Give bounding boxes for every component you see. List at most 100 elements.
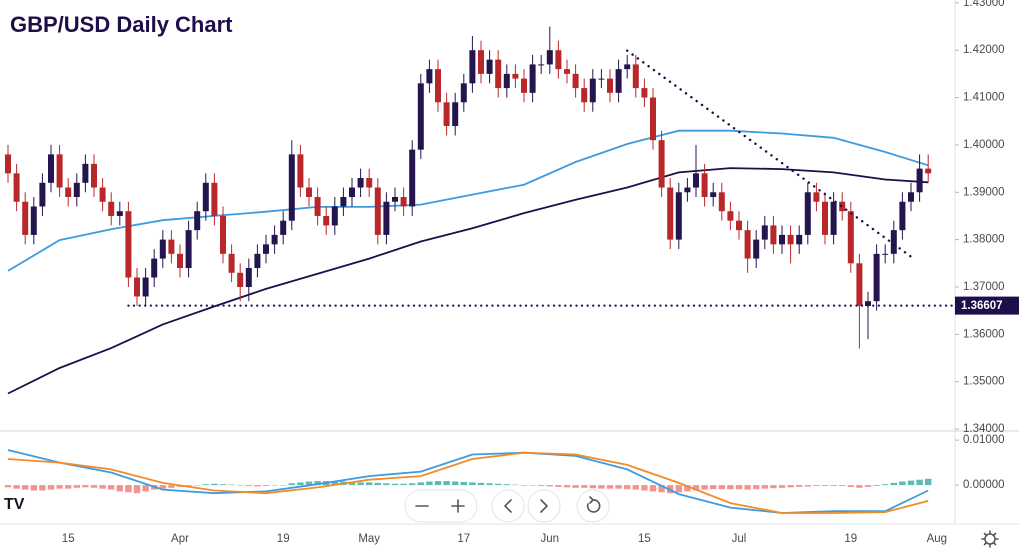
histogram-bar [718,485,725,490]
candle-body [237,272,244,287]
histogram-bar [503,484,510,486]
candle-body [787,234,794,245]
price-label-box [955,296,1019,315]
histogram-bar [125,485,132,493]
histogram-bar [486,483,493,486]
x-tick-label: 19 [844,533,857,545]
candle-body [581,88,588,103]
candle-body [151,258,158,278]
histogram-bar [770,485,777,489]
svg-text:TV: TV [4,496,25,513]
candle-body [331,206,338,226]
y-tick-label: 0.01000 [963,434,1005,446]
candle-body [813,192,820,202]
candle-body [168,239,175,254]
candle-body [400,197,407,207]
candle-body [796,234,803,245]
histogram-bar [305,481,313,486]
scroll-right-button[interactable] [527,489,561,523]
histogram-bar [692,485,700,491]
candle-body [529,64,536,93]
histogram-bar [262,485,270,486]
histogram-bar [452,481,459,486]
candle-body [753,239,760,259]
histogram-bar [366,482,373,486]
histogram-bar [615,485,622,489]
x-tick-label: 15 [638,533,651,545]
candle-body [460,83,467,103]
histogram-bar [710,485,717,490]
indicator-line [7,451,929,514]
histogram-bar [581,485,588,488]
histogram-bar [314,481,321,486]
histogram-bar [400,483,407,486]
histogram-bar [409,483,416,486]
candle-body [589,78,596,103]
histogram-bar [813,485,820,486]
histogram-bar [383,483,390,486]
settings-button[interactable] [981,530,999,548]
indicator-line [7,129,929,272]
y-tick-label: 1.42000 [963,44,1005,56]
histogram-bar [168,485,175,488]
candle-body [899,201,906,231]
candle-body [177,253,183,269]
candle-body [804,192,811,235]
histogram-bar [546,485,553,487]
candle-body [409,149,416,207]
candle-body [228,253,235,273]
candle-body [761,225,768,240]
histogram-bar [624,485,631,490]
histogram-bar [254,485,261,487]
candle-body [297,154,304,188]
histogram-bar [460,481,467,486]
candle-body [288,154,295,221]
histogram-bar [357,482,364,486]
candle-body [779,234,785,245]
candle-body [452,102,459,126]
reset-button[interactable] [576,489,610,523]
histogram-bar [735,485,743,490]
histogram-bar [839,485,846,486]
candle-body [478,50,484,74]
candle-body [521,78,527,93]
histogram-bar [228,484,235,486]
candle-body [770,225,777,245]
histogram-bar [899,481,906,486]
histogram-bar [847,485,854,487]
candle-body [598,78,605,80]
candle-body [486,59,493,74]
candle-body [546,50,553,65]
candle-body [194,211,201,231]
histogram-bar [434,481,442,486]
candle-body [830,201,837,235]
candle-body [503,73,510,89]
candle-body [632,64,639,89]
histogram-bar [417,482,424,486]
candle-body [340,197,347,207]
candle-body [22,201,29,235]
plot-area: 1.43000 1.42000 1.41000 1.40000 1.39000 1.380… [4,0,1019,545]
histogram-bar [744,485,751,490]
candle-body [125,211,132,278]
candle-body [374,187,381,235]
candle-body [314,197,321,216]
histogram-bar [538,485,545,486]
histogram-bar [641,485,648,491]
candle-body [323,215,330,226]
candle-body [865,301,871,306]
histogram-bar [443,481,450,486]
candle-body [48,154,54,183]
candle-body [684,187,691,193]
histogram-bar [288,483,295,486]
histogram-bar [821,485,829,486]
scroll-left-button[interactable] [491,489,525,523]
histogram-bar [477,482,485,486]
zoom-in-button[interactable] [451,499,465,513]
histogram-bar [675,485,682,493]
histogram-bar [804,485,811,487]
price-label: 1.36607 [961,300,1003,312]
x-tick-label: 17 [457,533,470,545]
